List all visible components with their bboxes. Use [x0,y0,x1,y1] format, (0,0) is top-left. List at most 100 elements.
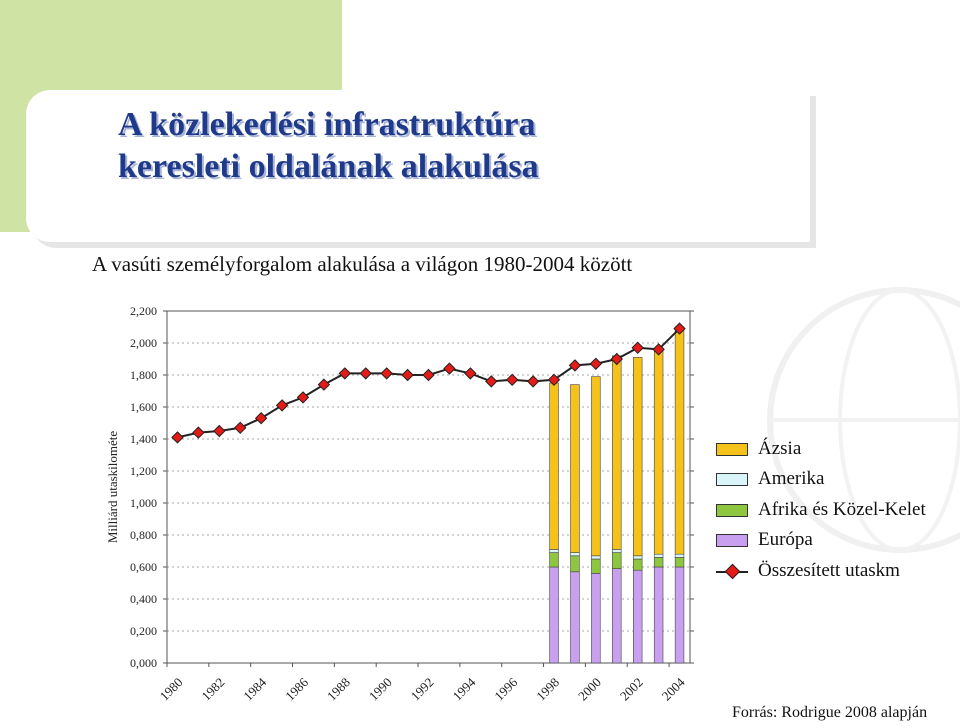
y-tick-label: 0,000 [130,656,157,670]
bar-segment-africa_middle_east-2002 [633,558,643,571]
bar-segment-europe-2003 [653,566,664,664]
total-point-1994 [464,367,477,380]
legend-item-asia: Ázsia [716,438,801,460]
y-tick-label: 1,200 [130,464,157,478]
total-point-1984 [254,411,268,425]
total-point-1983 [234,421,247,435]
source-note: Forrás: Rodrigue 2008 alapján [732,704,928,721]
x-tick-label: 1990 [366,675,395,704]
legend-swatch-asia [716,442,748,456]
legend-line-total [716,565,748,578]
total-point-1990 [380,367,393,380]
bar-segment-europe-2001 [612,568,622,664]
total-point-1985 [275,399,289,412]
total-line [177,327,681,439]
legend-swatch-africa-middle-east [716,503,748,517]
chart-legend: Ázsia Amerika Afrika és Közel-Kelet Euró… [708,430,952,590]
x-tick-label: 1996 [491,674,520,703]
x-tick-label: 2004 [659,674,688,703]
legend-item-total: Összesített utaskm [716,560,900,582]
bar-segment-europe-2004 [674,566,685,664]
x-tick-label: 1994 [449,674,478,703]
total-point-1997 [526,375,540,388]
y-tick-label: 1,800 [130,368,157,382]
bar-segment-asia-1999 [570,384,580,553]
total-point-1992 [422,368,435,382]
x-tick-label: 2002 [617,675,646,704]
bar-segment-asia-2001 [612,355,622,550]
y-tick-label: 1,600 [130,400,157,414]
legend-label-america: Amerika [758,468,825,489]
total-point-1986 [296,391,310,404]
legend-label-africa-middle-east: Afrika és Közel-Kelet [758,499,926,520]
total-point-2002 [631,341,644,355]
x-tick-label: 1984 [240,674,269,703]
x-tick-label: 1980 [157,675,186,704]
bar-segment-asia-2002 [633,357,643,557]
total-point-1988 [338,367,352,380]
bar-segment-europe-2000 [591,573,601,664]
y-tick-label: 1,000 [130,496,157,510]
bar-segment-america-1999 [570,552,580,557]
x-tick-label: 1988 [324,675,353,704]
x-tick-label: 2000 [575,675,604,704]
bar-segment-america-2002 [633,555,643,560]
x-tick-label: 1982 [198,675,227,704]
bar-segment-asia-2003 [653,347,664,555]
total-point-2000 [589,357,603,371]
bar-segment-africa_middle_east-1999 [570,555,580,573]
slide-title: A közlekedési infrastruktúra keresleti o… [118,104,738,188]
slide-subtitle: A vasúti személyforgalom alakulása a vil… [92,252,633,276]
y-tick-label: 2,000 [130,336,157,350]
bar-segment-asia-2000 [591,376,601,557]
total-point-1993 [443,362,456,375]
y-tick-label: 0,400 [130,592,157,606]
bar-segment-africa_middle_east-2001 [612,552,622,569]
slide-title-line-1: A közlekedési infrastruktúra [118,106,536,143]
y-tick-label: 0,200 [130,624,157,638]
bar-segment-europe-2002 [633,569,643,664]
y-tick-label: 1,400 [130,432,157,446]
bar-segment-africa_middle_east-2004 [674,557,685,568]
y-tick-label: 0,800 [130,528,157,542]
total-point-2001 [610,352,623,366]
bar-segment-america-1998 [549,549,559,553]
total-point-1999 [568,359,582,372]
total-point-1995 [485,375,498,388]
legend-label-total: Összesített utaskm [758,560,900,581]
bar-segment-africa_middle_east-2003 [653,557,664,568]
bar-segment-europe-1999 [570,571,580,664]
total-point-2003 [652,343,665,356]
total-point-1996 [505,373,519,387]
bar-segment-america-2004 [674,553,685,558]
bar-segment-america-2003 [653,553,664,558]
y-axis-label: Milliárd utaskilométe [105,431,120,544]
legend-item-europe: Európa [716,529,813,551]
bar-segment-america-2001 [612,549,622,553]
total-point-1987 [317,378,331,391]
total-point-1981 [192,426,205,439]
total-point-1980 [171,431,184,444]
legend-item-america: Amerika [716,468,824,490]
bar-segment-africa_middle_east-2000 [591,558,601,574]
title-panel [26,90,810,242]
bar-segment-africa_middle_east-1998 [549,552,559,568]
legend-swatch-europe [716,533,748,547]
x-tick-label: 1998 [533,675,562,704]
slide-title-line-2: keresleti oldalának alakulása [118,148,539,185]
plot-area [166,310,691,664]
legend-swatch-america [716,472,748,486]
total-point-1998 [547,373,561,387]
y-tick-label: 2,200 [130,304,157,318]
total-point-1991 [401,368,414,382]
x-tick-label: 1986 [282,674,311,703]
total-point-1989 [359,367,372,380]
total-point-2004 [673,322,686,335]
bar-segment-europe-1998 [549,566,559,664]
y-tick-label: 0,600 [130,560,157,574]
bar-segment-america-2000 [591,555,601,560]
legend-item-africa-middle-east: Afrika és Közel-Kelet [716,499,926,521]
x-tick-label: 1992 [408,675,437,704]
total-point-1982 [213,424,226,438]
